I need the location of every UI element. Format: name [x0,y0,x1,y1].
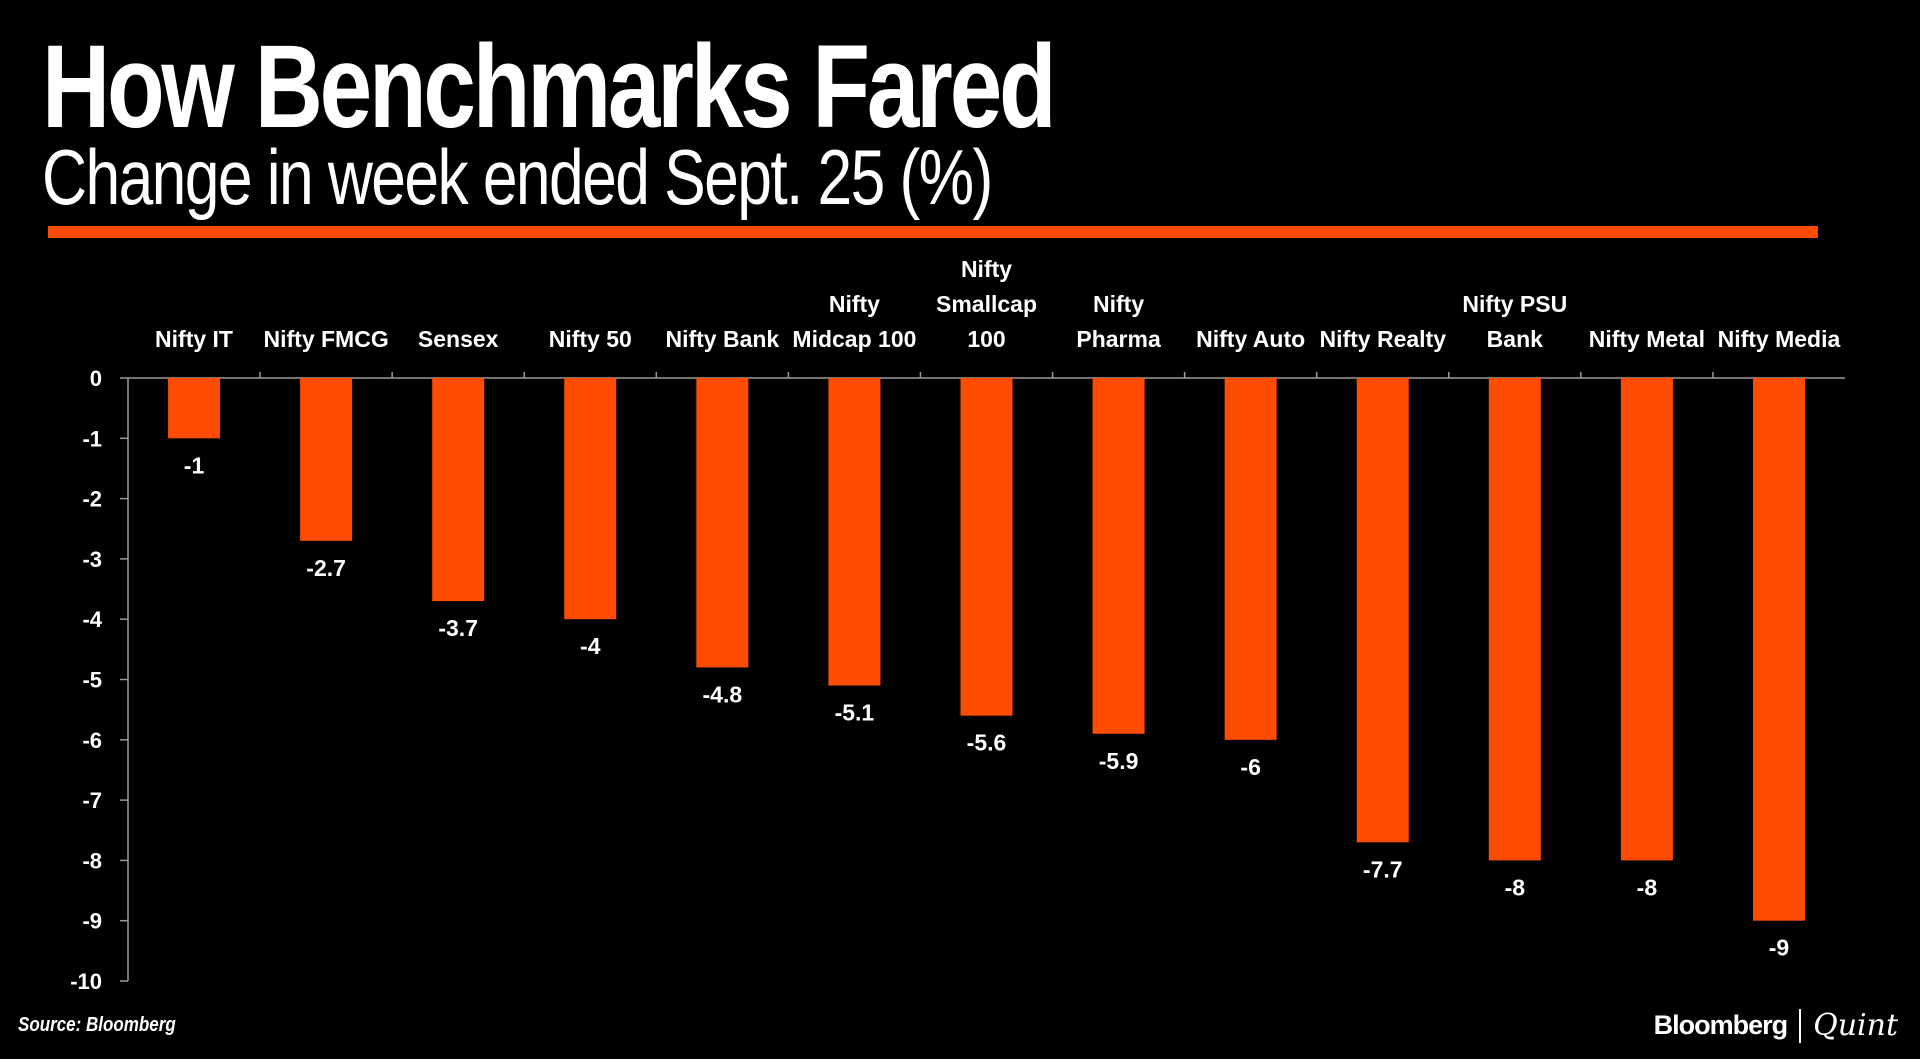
category-label: Nifty 50 [549,326,632,352]
data-label: -9 [1769,935,1789,961]
y-tick-label: -3 [82,547,102,572]
category-label: Nifty Midcap 100 [792,291,916,352]
bar [168,378,221,439]
category-label: Nifty FMCG [264,326,389,352]
bar [300,378,353,541]
y-tick-label: -4 [82,607,102,632]
y-tick-label: -8 [82,848,102,873]
category-label: Nifty Realty [1319,326,1446,352]
data-label: -8 [1637,874,1658,900]
y-tick-label: 0 [90,366,102,391]
data-label: -5.1 [835,700,875,726]
brand-primary: Bloomberg [1653,1010,1789,1040]
data-label: -1 [184,452,205,478]
data-label: -7.7 [1363,856,1403,882]
data-label: -6 [1240,754,1260,780]
category-label: Nifty Bank [665,326,779,352]
category-label: Nifty Media [1718,326,1841,352]
bar [1752,378,1805,921]
data-label: -4 [580,633,601,659]
accent-rule [48,226,1818,238]
category-label: Nifty Auto [1196,326,1305,352]
category-label: Sensex [418,326,499,352]
category-label: Nifty Pharma [1076,291,1161,352]
brand-logo: Bloomberg Quint [1654,1008,1898,1043]
category-label: Nifty Metal [1589,326,1705,352]
bar [1356,378,1409,843]
chart-title: How Benchmarks Fared [42,21,1057,153]
data-label: -4.8 [703,681,743,707]
bar [564,378,617,620]
bar [696,378,749,668]
brand-divider [1799,1008,1802,1043]
brand-secondary: Quint [1813,1008,1898,1043]
data-label: -5.6 [967,730,1007,756]
source-note: Source: Bloomberg [18,1014,176,1036]
category-label: Nifty PSU Bank [1462,291,1567,352]
y-tick-label: -6 [82,728,102,753]
bar [1620,378,1673,861]
data-label: -3.7 [438,615,478,641]
bar [960,378,1013,716]
y-tick-label: -1 [82,426,102,451]
bar [1224,378,1277,740]
data-label: -2.7 [306,555,346,581]
category-label: Nifty IT [155,326,233,352]
bar [1092,378,1145,734]
y-tick-label: -5 [82,668,102,693]
bar [1488,378,1541,861]
data-label: -8 [1505,874,1526,900]
bar [828,378,881,686]
data-label: -5.9 [1099,748,1139,774]
y-tick-label: -10 [70,969,102,994]
y-tick-label: -9 [82,909,102,934]
y-tick-label: -2 [82,487,102,512]
y-tick-label: -7 [82,788,102,813]
bar [432,378,485,602]
chart-subtitle: Change in week ended Sept. 25 (%) [42,133,993,221]
category-label: Nifty Smallcap 100 [936,256,1037,352]
